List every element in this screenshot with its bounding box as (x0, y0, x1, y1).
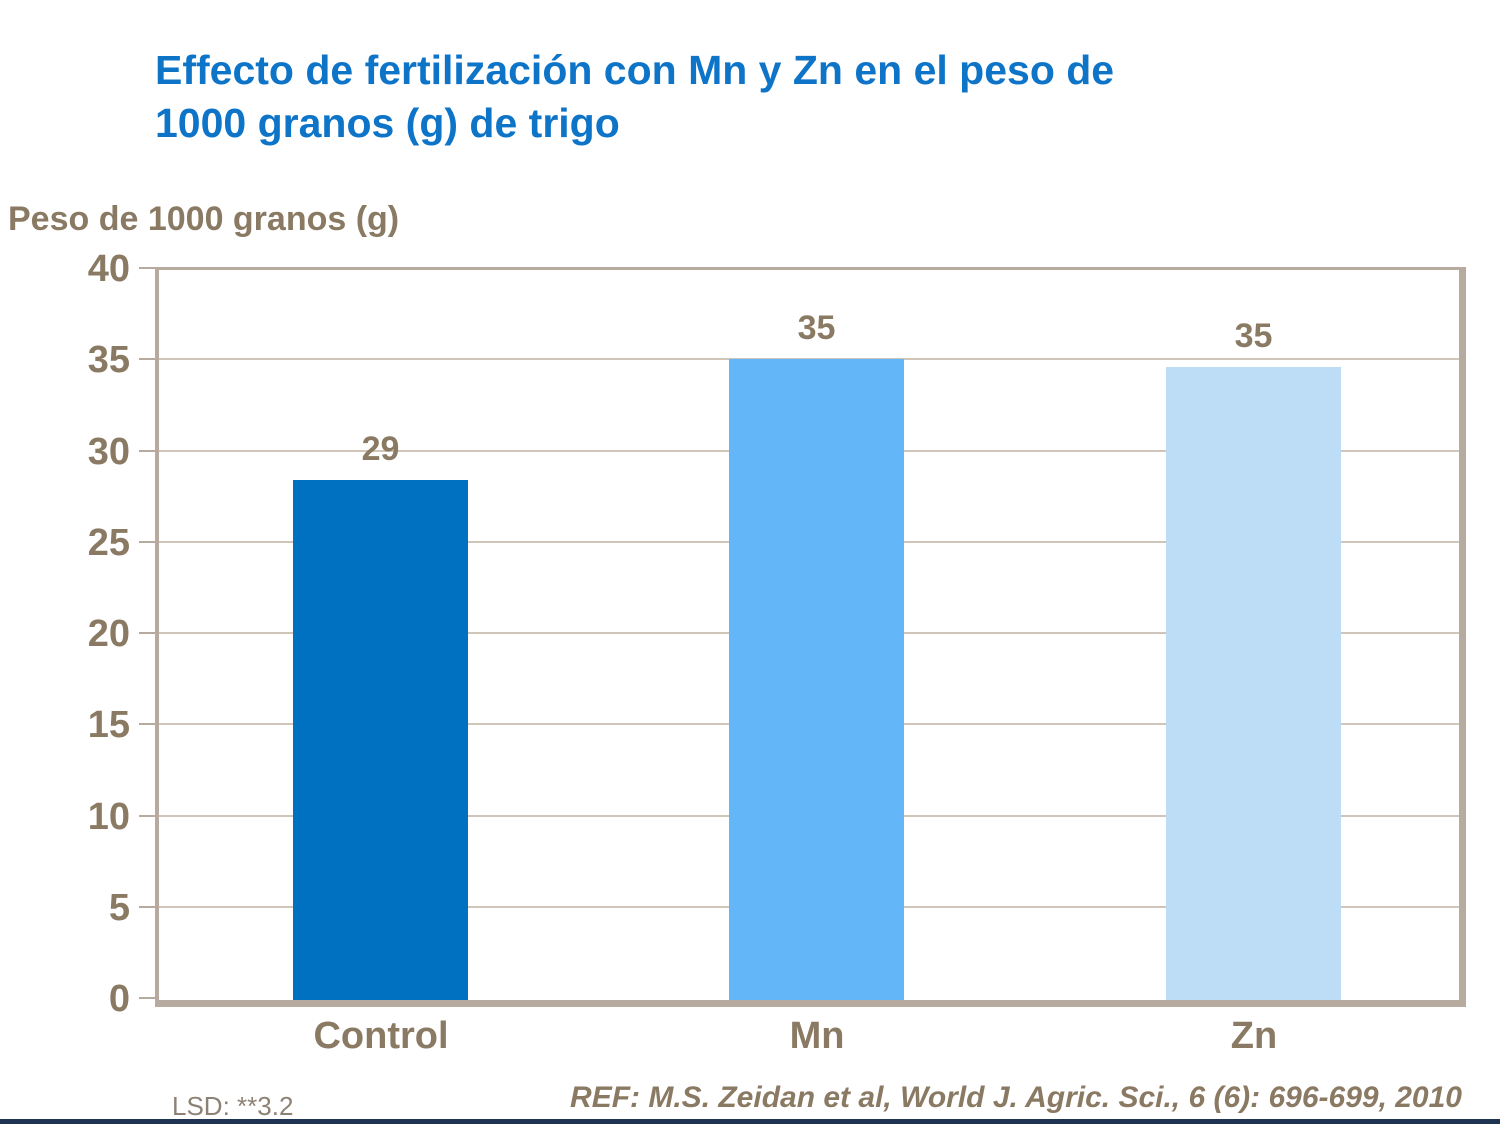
chart-title: Effecto de fertilización con Mn y Zn en … (155, 44, 1395, 151)
y-axis-tick-mark (139, 632, 156, 634)
y-axis-tick-mark (139, 449, 156, 452)
reference-citation: REF: M.S. Zeidan et al, World J. Agric. … (570, 1081, 1462, 1114)
y-axis-title: Peso de 1000 granos (g) (8, 200, 400, 238)
y-axis-tick-mark (139, 540, 156, 543)
y-axis-tick-mark (139, 905, 156, 908)
lsd-annotation: LSD: **3.2 (172, 1091, 294, 1121)
y-axis-tick-mark (139, 723, 156, 726)
bar-zn (1166, 367, 1341, 1000)
y-axis-tick-label: 30 (87, 430, 130, 473)
y-axis-tick-label: 20 (87, 613, 130, 655)
bar-value-label: 29 (361, 430, 400, 468)
y-axis-tick-mark (139, 358, 156, 361)
x-axis-category-label: Zn (1230, 1015, 1278, 1057)
bar-value-label: 35 (1234, 317, 1273, 355)
plot-area: 29 35 35 (155, 267, 1466, 1007)
y-axis-tick-label: 15 (87, 704, 130, 747)
y-axis-tick-label: 5 (108, 886, 130, 929)
bar-value-label: 35 (797, 309, 836, 347)
chart-title-line2: 1000 granos (g) de trigo (155, 100, 620, 147)
bottom-accent-strip (0, 1119, 1500, 1124)
y-axis-tick-mark (139, 997, 156, 999)
y-axis-tick-label: 35 (87, 339, 130, 382)
x-axis-category-label: Mn (789, 1015, 845, 1057)
bar-mn (729, 359, 904, 1000)
bar-control (293, 480, 468, 1000)
y-axis-tick-mark (139, 267, 156, 269)
y-axis-tick-label: 10 (87, 795, 130, 838)
y-axis-tick-label: 40 (87, 248, 130, 290)
y-axis-tick-mark (139, 814, 156, 817)
chart-title-line1: Effecto de fertilización con Mn y Zn en … (155, 47, 1115, 93)
y-axis-tick-label: 25 (87, 521, 130, 564)
y-axis-tick-label: 0 (108, 978, 130, 1020)
x-axis-category-label: Control (313, 1015, 449, 1057)
